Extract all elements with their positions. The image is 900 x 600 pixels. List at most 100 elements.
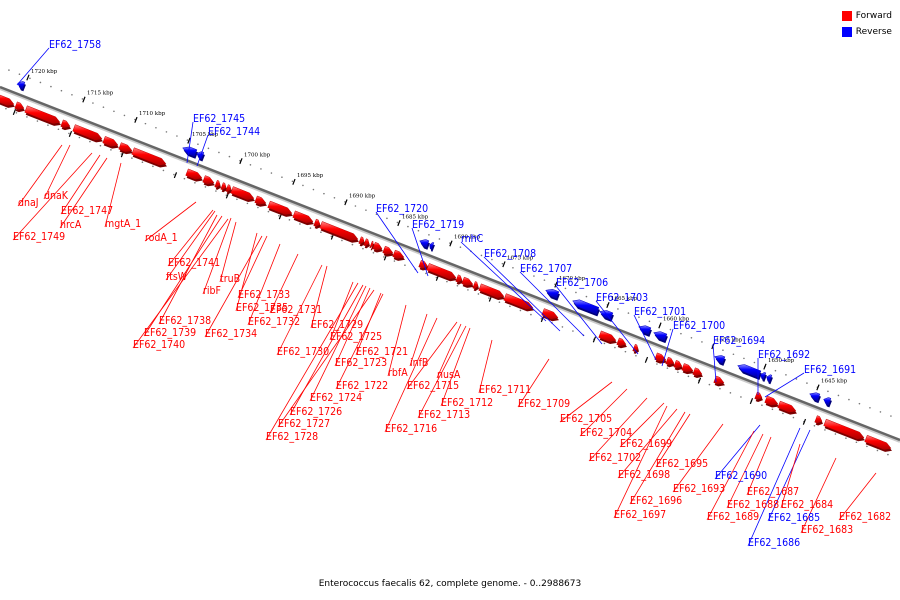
leader-line	[746, 436, 772, 496]
leader-line	[309, 285, 367, 402]
tick-dot	[561, 326, 564, 328]
leader-line	[460, 241, 547, 322]
leader-line	[436, 323, 462, 379]
gene-label: EF62_1683	[801, 524, 853, 536]
tick-dot	[732, 353, 735, 356]
leader-line	[196, 134, 209, 167]
gene-label: EF62_1758	[49, 39, 101, 51]
forward-gene	[14, 101, 25, 110]
tick-dot	[761, 404, 763, 406]
leader-line	[409, 313, 428, 367]
tick-dot	[488, 297, 490, 299]
tick-dot	[5, 107, 7, 110]
tick-dot	[795, 378, 798, 380]
leader-line	[655, 413, 691, 468]
tick-dot	[480, 254, 483, 257]
tick-dot	[813, 424, 816, 427]
tick-dot	[173, 173, 175, 176]
tick-label: 1650 kbp	[768, 358, 795, 364]
tick-label: 1690 kbp	[349, 193, 376, 199]
tick-dot	[690, 336, 693, 339]
major-tick	[749, 398, 754, 405]
leader-line	[167, 209, 214, 267]
tick-dot	[68, 132, 70, 135]
tick-dot	[603, 342, 606, 345]
tick-label: 1655 kbp	[716, 337, 743, 343]
gene-label: EF62_1701	[634, 306, 686, 318]
tick-dot	[396, 221, 399, 224]
major-tick	[344, 199, 348, 206]
tick-dot	[729, 392, 732, 394]
leader-line	[800, 457, 837, 534]
tick-dot	[302, 184, 304, 187]
forward-gene	[455, 274, 463, 283]
tick-dot	[701, 341, 703, 343]
tick-dot	[519, 309, 522, 312]
tick-dot	[29, 77, 31, 80]
forward-gene	[382, 245, 394, 255]
leader-line	[440, 327, 471, 407]
tick-dot	[827, 390, 829, 393]
tick-dot	[71, 94, 73, 96]
tick-dot	[270, 172, 273, 174]
tick-dot	[267, 210, 270, 213]
tick-dot	[312, 188, 315, 191]
leader-line	[483, 256, 561, 332]
tick-dot	[309, 227, 312, 229]
tick-dot	[288, 219, 291, 221]
gene-label: EF62_1712	[441, 397, 493, 409]
leader-line	[517, 358, 550, 408]
label-leader-lines	[12, 47, 877, 547]
leader-line	[335, 293, 384, 390]
forward-gene	[426, 263, 457, 279]
tick-dot	[260, 168, 262, 170]
leader-line	[289, 284, 364, 416]
leader-line	[237, 235, 268, 299]
gene-label: EF62_1747	[61, 205, 113, 217]
gene-label: EF62_1691	[804, 364, 856, 376]
leader-line	[144, 201, 197, 242]
tick-dot	[50, 85, 52, 88]
major-tick	[173, 172, 178, 179]
forward-gene	[292, 210, 314, 223]
gene-label: EF62_1731	[270, 304, 322, 316]
leader-line	[158, 214, 218, 325]
tick-label: 1680 kbp	[454, 235, 481, 241]
reverse-gene	[429, 241, 435, 250]
reverse-gene	[766, 374, 773, 383]
forward-gene	[681, 363, 694, 372]
reverse-gene	[638, 325, 652, 335]
tick-label: 1675 kbp	[507, 255, 534, 261]
forward-gene	[372, 241, 383, 251]
tick-dot	[144, 122, 147, 125]
tick-dot	[792, 416, 795, 419]
tick-dot	[876, 449, 879, 452]
forward-gene	[864, 434, 892, 450]
forward-gene	[363, 238, 370, 247]
gene-label: rodA_1	[145, 232, 178, 244]
tick-dot	[78, 136, 81, 139]
forward-gene	[461, 276, 474, 286]
tick-dot	[407, 225, 409, 228]
reverse-gene	[737, 364, 762, 378]
tick-dot	[719, 387, 721, 390]
leader-line	[12, 152, 93, 241]
gene-label: dnaK	[44, 190, 69, 202]
tick-dot	[806, 382, 808, 384]
tick-dot	[383, 256, 385, 258]
gene-label: EF62_1749	[13, 231, 65, 243]
tick-dot	[438, 238, 441, 240]
tick-dot	[530, 313, 532, 316]
forward-gene	[319, 221, 359, 241]
leader-line	[706, 430, 755, 521]
forward-gene	[102, 136, 119, 147]
tick-dot	[782, 412, 784, 415]
forward-gene	[503, 293, 534, 310]
tick-label: 1665 kbp	[611, 296, 638, 302]
tick-dot	[855, 441, 858, 444]
tick-dot	[99, 144, 102, 147]
tick-dot	[887, 453, 889, 456]
tick-dot	[228, 155, 231, 158]
forward-gene	[823, 418, 865, 440]
